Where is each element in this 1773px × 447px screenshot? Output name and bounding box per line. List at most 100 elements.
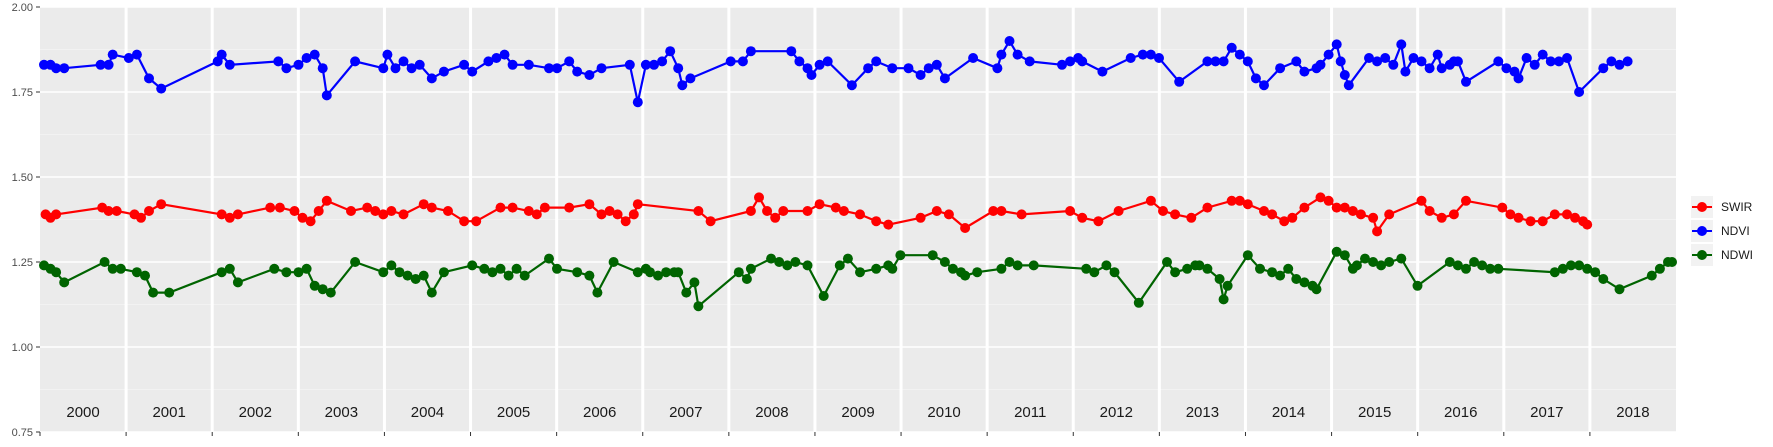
data-point-swir — [386, 206, 397, 216]
data-point-ndvi — [846, 80, 857, 91]
y-tick-label: 2.00 — [12, 2, 33, 14]
data-point-ndwi — [224, 263, 235, 274]
data-point-ndwi — [301, 263, 312, 274]
data-point-ndwi — [1493, 263, 1504, 274]
data-point-ndvi — [871, 56, 882, 67]
data-point-ndvi — [996, 49, 1007, 60]
data-point-ndvi — [915, 70, 926, 80]
data-point-swir — [871, 216, 882, 227]
data-point-ndvi — [1004, 36, 1015, 46]
data-point-swir — [539, 202, 550, 213]
data-point-ndvi — [1226, 42, 1237, 53]
data-point-swir — [1234, 195, 1245, 206]
data-point-ndvi — [414, 59, 425, 70]
data-point-ndvi — [1125, 53, 1136, 63]
data-point-ndwi — [895, 250, 906, 261]
data-point-ndwi — [467, 260, 478, 271]
data-point-ndwi — [309, 280, 320, 291]
data-point-ndwi — [1283, 263, 1294, 274]
data-point-ndwi — [1469, 257, 1480, 267]
year-label: 2015 — [1358, 404, 1391, 421]
data-point-ndwi — [1222, 280, 1233, 291]
data-point-ndvi — [216, 49, 227, 60]
data-point-ndwi — [552, 263, 562, 274]
data-point-ndvi — [1424, 63, 1435, 74]
data-point-ndvi — [224, 59, 235, 70]
data-point-ndvi — [596, 63, 607, 74]
year-label: 2003 — [325, 404, 358, 421]
data-point-ndvi — [1622, 56, 1633, 67]
data-point-swir — [313, 206, 324, 216]
data-point-ndvi — [685, 73, 696, 84]
data-point-ndvi — [737, 56, 748, 67]
data-point-ndvi — [632, 97, 643, 108]
data-point-ndvi — [378, 63, 389, 74]
data-point-ndvi — [350, 56, 361, 67]
data-point-ndwi — [511, 263, 522, 274]
data-point-ndvi — [1372, 56, 1383, 67]
data-point-ndvi — [1501, 63, 1512, 74]
data-point-ndvi — [1529, 59, 1540, 70]
data-point-ndvi — [1024, 56, 1035, 67]
data-point-ndvi — [1606, 56, 1617, 67]
year-label: 2009 — [841, 404, 874, 421]
year-label: 2011 — [1014, 404, 1046, 421]
data-point-ndvi — [1553, 56, 1564, 67]
data-point-swir — [1259, 206, 1269, 216]
data-point-ndwi — [350, 257, 361, 267]
data-point-ndvi — [544, 63, 554, 74]
data-point-swir — [943, 209, 954, 220]
data-point-ndvi — [523, 59, 534, 70]
data-point-ndwi — [996, 263, 1007, 274]
data-point-ndwi — [281, 267, 292, 278]
data-point-ndwi — [1654, 263, 1665, 274]
data-point-swir — [216, 209, 227, 220]
data-point-ndvi — [863, 63, 874, 74]
data-point-ndvi — [499, 49, 510, 60]
data-point-ndwi — [1368, 257, 1379, 267]
data-point-ndvi — [1436, 63, 1447, 74]
data-point-ndvi — [1077, 56, 1088, 67]
data-point-ndwi — [487, 267, 498, 278]
data-point-ndvi — [426, 73, 437, 84]
data-point-ndwi — [378, 267, 389, 278]
data-point-ndvi — [1614, 59, 1625, 70]
data-point-ndvi — [1331, 39, 1342, 50]
data-point-swir — [1315, 192, 1326, 203]
data-point-swir — [1497, 202, 1508, 213]
data-point-ndvi — [1275, 63, 1286, 74]
data-point-ndwi — [653, 270, 663, 281]
data-point-ndwi — [681, 287, 692, 298]
x-axis: 2000 2001 2002 2003 2004 2005 2006 2007 2008 2009… — [39, 404, 1650, 436]
data-point-swir — [321, 195, 332, 206]
data-point-ndwi — [1667, 257, 1677, 267]
data-point-ndvi — [103, 59, 114, 70]
data-point-ndwi — [972, 267, 983, 278]
data-point-swir — [1158, 206, 1168, 216]
data-point-ndvi — [1461, 76, 1471, 87]
data-point-ndvi — [1343, 80, 1354, 91]
data-point-ndvi — [491, 53, 502, 63]
data-point-swir — [370, 206, 381, 216]
data-point-swir — [745, 206, 756, 216]
y-axis: 0.75 1.00 1.25 1.50 1.75 2.00 — [12, 2, 40, 439]
data-point-swir — [1331, 202, 1342, 213]
data-point-ndwi — [947, 263, 958, 274]
data-point-ndwi — [495, 263, 506, 274]
data-point-ndvi — [1137, 49, 1148, 60]
data-point-ndvi — [806, 70, 817, 80]
data-point-swir — [1436, 212, 1447, 223]
data-point-swir — [289, 206, 300, 216]
data-point-ndwi — [1574, 260, 1585, 271]
data-point-swir — [1416, 195, 1427, 206]
data-point-ndwi — [1598, 274, 1609, 284]
data-point-ndvi — [992, 63, 1003, 74]
data-point-ndwi — [1549, 267, 1560, 278]
data-point-ndvi — [95, 59, 106, 70]
legend-label: SWIR — [1721, 200, 1753, 214]
data-point-ndvi — [273, 56, 284, 67]
data-point-ndwi — [402, 270, 413, 281]
data-point-ndwi — [818, 291, 829, 301]
